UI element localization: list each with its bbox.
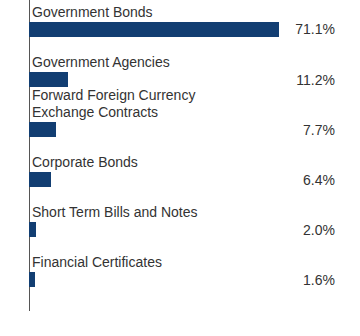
bar xyxy=(29,222,36,237)
data-label: 71.1% xyxy=(255,21,335,38)
bar xyxy=(29,122,56,137)
category-label: Government Bonds xyxy=(32,4,237,21)
bar xyxy=(29,72,68,87)
data-label: 1.6% xyxy=(255,272,335,289)
category-axis-line xyxy=(29,0,30,311)
category-label: Financial Certificates xyxy=(32,254,237,271)
data-label: 2.0% xyxy=(255,222,335,239)
bar xyxy=(29,22,279,37)
data-label: 11.2% xyxy=(255,72,335,89)
category-label: Forward Foreign Currency Exchange Contra… xyxy=(32,87,237,121)
bar xyxy=(29,172,51,187)
data-label: 7.7% xyxy=(255,122,335,139)
data-label: 6.4% xyxy=(255,172,335,189)
bar xyxy=(29,272,35,287)
category-label: Short Term Bills and Notes xyxy=(32,204,237,221)
category-label: Corporate Bonds xyxy=(32,154,237,171)
category-label: Government Agencies xyxy=(32,54,237,71)
chart-root: Government Bonds 71.1% Government Agencies… xyxy=(0,0,360,336)
